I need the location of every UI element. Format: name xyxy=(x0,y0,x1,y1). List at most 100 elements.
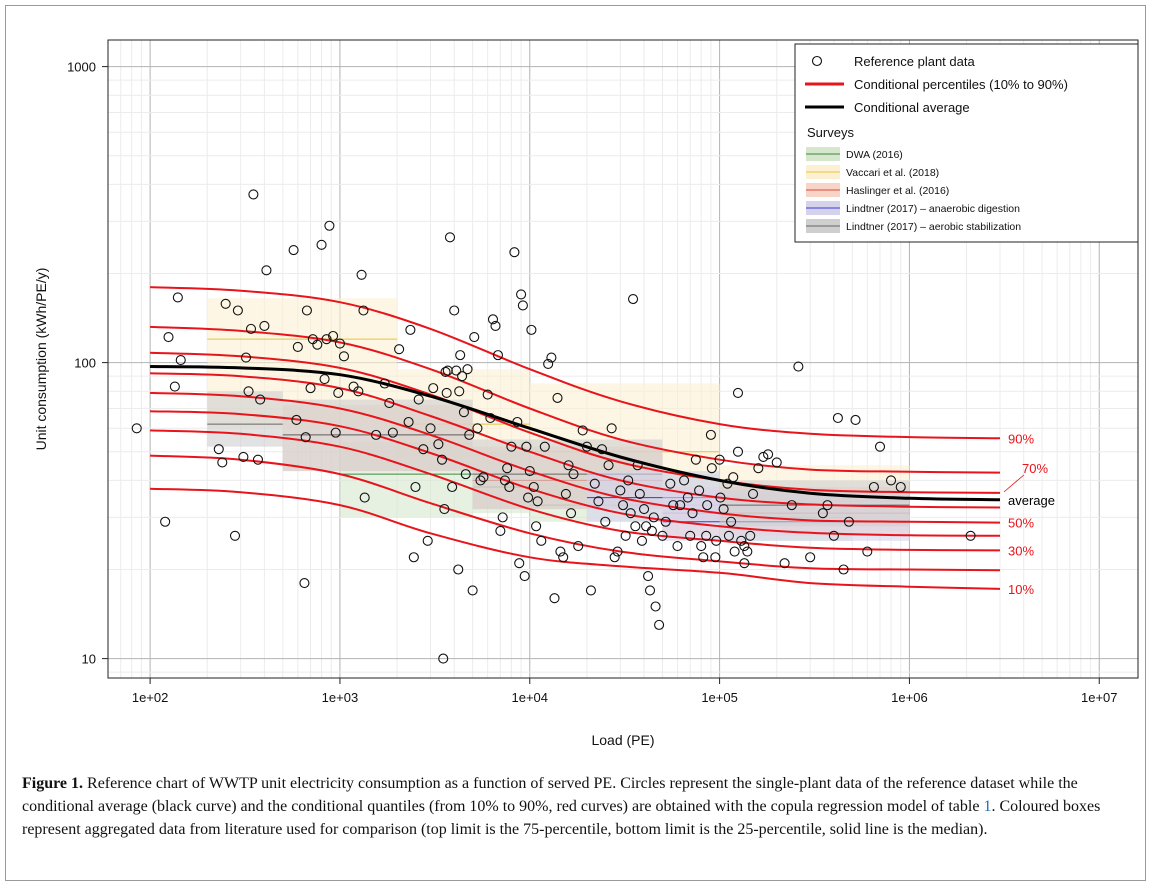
data-point xyxy=(526,324,537,335)
caption-text-1: Reference chart of WWTP unit electricity… xyxy=(22,775,1078,815)
data-point xyxy=(506,441,517,452)
data-point xyxy=(685,530,696,541)
data-point xyxy=(874,441,886,452)
data-point xyxy=(965,530,976,541)
data-point xyxy=(786,500,797,511)
data-point xyxy=(625,508,636,519)
data-point xyxy=(418,444,429,455)
data-point xyxy=(710,552,721,563)
data-point xyxy=(238,451,249,463)
legend-survey-label: DWA (2016) xyxy=(846,149,903,161)
data-point xyxy=(495,525,506,536)
survey-box xyxy=(719,480,910,527)
data-point xyxy=(617,500,629,511)
curve-label-p50: 50% xyxy=(1008,516,1034,531)
data-point xyxy=(438,653,449,664)
y-axis-label: Unit consumption (kWh/PE/y) xyxy=(33,268,49,451)
data-point xyxy=(634,488,645,499)
data-point xyxy=(487,314,499,325)
data-point xyxy=(672,541,683,552)
percentile-curve-10pct xyxy=(150,487,1001,590)
data-point xyxy=(464,429,475,440)
data-point xyxy=(822,500,833,511)
data-point xyxy=(433,439,444,450)
data-point xyxy=(245,323,257,334)
data-point xyxy=(497,512,508,523)
legend-survey-label: Haslinger et al. (2016) xyxy=(846,185,949,197)
data-point xyxy=(519,571,530,582)
data-point xyxy=(490,320,501,332)
data-point xyxy=(828,530,839,541)
data-point xyxy=(163,331,174,343)
data-point xyxy=(668,500,679,511)
data-point xyxy=(718,504,729,515)
data-point xyxy=(428,383,439,394)
data-point xyxy=(457,371,468,382)
data-point xyxy=(758,451,769,463)
data-point xyxy=(312,339,323,350)
data-point xyxy=(753,463,764,474)
curve-label-p90: 90% xyxy=(1008,431,1034,446)
data-point xyxy=(408,552,419,563)
data-point xyxy=(338,351,350,362)
data-point xyxy=(292,341,303,352)
data-point xyxy=(641,521,652,532)
data-point xyxy=(410,481,421,493)
curve-label-p10: 10% xyxy=(1008,582,1034,597)
data-point xyxy=(732,446,744,457)
data-point xyxy=(447,481,458,493)
data-point xyxy=(558,552,569,563)
data-point xyxy=(682,492,693,503)
data-point xyxy=(690,454,701,465)
legend-survey-label: Lindtner (2017) – aerobic stabilization xyxy=(846,221,1021,233)
data-point xyxy=(425,423,436,434)
curve-label-p30: 30% xyxy=(1008,543,1034,558)
x-axis-label: Load (PE) xyxy=(591,732,654,748)
chart-svg: 1e+02 1e+03 1e+04 1e+05 1e+06 1e+07101001000 … xyxy=(33,39,1139,748)
data-point xyxy=(539,441,550,452)
data-point xyxy=(413,394,424,405)
data-point xyxy=(482,389,493,400)
data-point xyxy=(504,481,515,493)
data-point xyxy=(213,444,224,455)
data-point xyxy=(577,425,588,436)
data-point xyxy=(736,535,747,546)
data-point xyxy=(650,601,661,612)
data-point xyxy=(832,412,843,424)
data-point xyxy=(805,552,816,563)
data-point xyxy=(469,331,480,343)
axis-ticks: 1e+02 1e+03 1e+04 1e+05 1e+06 1e+07 10 100 1000 xyxy=(67,60,1117,705)
data-point xyxy=(509,247,520,258)
data-point xyxy=(698,552,709,563)
data-point xyxy=(745,530,756,541)
data-point xyxy=(862,546,873,557)
data-point xyxy=(817,508,828,519)
legend-box xyxy=(794,43,1139,243)
percentile-curve-80pct xyxy=(150,325,1001,474)
data-point xyxy=(657,530,668,541)
data-point xyxy=(549,593,560,604)
data-point xyxy=(475,475,486,486)
data-point xyxy=(300,432,311,443)
data-point xyxy=(793,361,804,372)
data-point xyxy=(217,457,228,468)
data-point xyxy=(316,239,327,250)
x-tick-label: 1e+07 xyxy=(1081,690,1118,705)
data-point xyxy=(288,245,299,256)
figure-frame xyxy=(5,5,1146,881)
percentile-curve-60pct xyxy=(150,372,1001,509)
data-point xyxy=(838,564,849,575)
data-point xyxy=(639,504,650,515)
data-point xyxy=(334,338,345,349)
data-point xyxy=(600,516,611,527)
figure-caption: Figure 1. Reference chart of WWTP unit e… xyxy=(22,772,1132,841)
data-point xyxy=(660,516,671,527)
data-point xyxy=(702,500,713,511)
percentile-curve-90pct xyxy=(150,286,1001,440)
caption-table-link[interactable]: 1 xyxy=(983,798,992,815)
percentile-curve-30pct xyxy=(150,429,1001,552)
data-point xyxy=(779,558,790,569)
data-point xyxy=(589,478,600,489)
data-point xyxy=(472,423,483,434)
data-point xyxy=(563,460,574,471)
